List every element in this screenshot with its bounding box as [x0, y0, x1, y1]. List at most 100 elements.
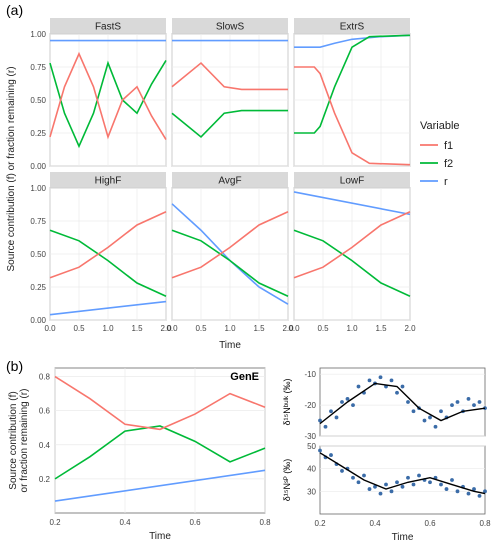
scatter-pt — [318, 449, 322, 453]
scatter-pt — [362, 474, 366, 478]
scatter-pt — [395, 391, 399, 395]
scatter-pt — [390, 378, 394, 382]
scatter-pt — [472, 403, 476, 407]
x-axis-title-b: Time — [149, 531, 171, 542]
facet-title: SlowS — [216, 22, 245, 33]
scatter-pt — [445, 487, 449, 491]
facet-FastS: FastS 0.00 0.25 0.50 0.75 1.00 — [30, 18, 166, 171]
xtick: 0.2 — [49, 518, 61, 527]
ytick: 0.25 — [30, 283, 46, 292]
ytick: 0.00 — [30, 162, 46, 171]
scatter-pt — [450, 478, 454, 482]
scatter-pt — [379, 375, 383, 379]
scatter-pt — [357, 480, 361, 484]
series-r — [55, 470, 265, 501]
y-axis-title-b: or fraction remaining (r) — [19, 389, 30, 493]
scatter-pt — [412, 409, 416, 413]
facet-title: FastS — [95, 22, 121, 33]
x-axis-title-a: Time — [219, 340, 241, 351]
x-axis-title-scatter: Time — [392, 532, 414, 543]
xtick: 2.0 — [404, 324, 416, 333]
scatter-pt — [406, 476, 410, 480]
xtick: 0.4 — [119, 518, 131, 527]
ytick: 0.4 — [39, 441, 51, 450]
legend-label: f2 — [444, 158, 453, 170]
facet-ExtrS: ExtrS — [294, 18, 410, 166]
xtick: 0.4 — [369, 519, 381, 528]
scatter-pt — [428, 480, 432, 484]
legend: Variable f1 f2 r — [420, 120, 460, 188]
ytick: 0.75 — [30, 217, 46, 226]
scatter-pt — [428, 416, 432, 420]
y-axis-title-b: Source contribution (f) — [8, 391, 19, 489]
ytick: -10 — [304, 370, 316, 379]
facet-title: LowF — [340, 176, 364, 187]
scatter-pt — [434, 425, 438, 429]
ytick: 50 — [307, 442, 316, 451]
xtick: 0.6 — [189, 518, 201, 527]
facet-title: AvgF — [218, 176, 241, 187]
fit-line — [320, 383, 485, 423]
scatter-pt — [379, 492, 383, 496]
ytick: 0.50 — [30, 96, 46, 105]
facet-title: ExtrS — [340, 22, 365, 33]
scatter-pt — [417, 474, 421, 478]
scatter-pt — [456, 489, 460, 493]
scatter-pt — [346, 397, 350, 401]
series-f1 — [55, 377, 265, 430]
scatter-pt — [368, 487, 372, 491]
scatter-pt — [340, 469, 344, 473]
scatter-pt — [439, 483, 443, 487]
scatter-pt — [390, 489, 394, 493]
facet-SlowS: SlowS — [172, 18, 288, 166]
xtick: 0.2 — [314, 519, 326, 528]
legend-label: r — [444, 176, 448, 188]
xtick: 0.5 — [317, 324, 329, 333]
ytick: 0.25 — [30, 129, 46, 138]
ytick: -20 — [304, 401, 316, 410]
ytick: 0.75 — [30, 63, 46, 72]
xtick: 1.0 — [224, 324, 236, 333]
ytick: -30 — [304, 432, 316, 441]
ytick: 1.00 — [30, 184, 46, 193]
ytick: 0.2 — [39, 475, 51, 484]
panel-b-svg: 0.2 0.4 0.6 0.8 0.2 0.4 0.6 0.8 GenE Source contr… — [0, 358, 500, 546]
series-f2 — [55, 426, 265, 479]
scatter-pt — [335, 416, 339, 420]
scatter-pt — [401, 485, 405, 489]
scatter_bot: 304050δ¹⁵Nˢᴾ (‰)0.20.40.60.8Time — [282, 442, 491, 543]
scatter-pt — [357, 385, 361, 389]
scatter-ylabel: δ¹⁵Nᵇᵘˡᵏ (‰) — [282, 378, 292, 425]
scatter-pt — [467, 492, 471, 496]
y-axis-title-a: Source contribution (f) or fraction rema… — [6, 66, 17, 271]
scatter-pt — [324, 425, 328, 429]
legend-label: f1 — [444, 140, 453, 152]
scatter-pt — [384, 483, 388, 487]
ytick: 0.50 — [30, 250, 46, 259]
ytick: 0.8 — [39, 373, 51, 382]
xtick: 1.0 — [346, 324, 358, 333]
scatter-pt — [351, 403, 355, 407]
ytick: 30 — [307, 487, 316, 496]
xtick: 0.8 — [259, 518, 271, 527]
scatter-pt — [395, 480, 399, 484]
xtick: 1.5 — [253, 324, 265, 333]
figure-root: (a) (b) Source contribution (f) or fract… — [0, 0, 500, 546]
gene-label: GenE — [230, 371, 259, 383]
xtick: 0.0 — [44, 324, 56, 333]
xtick: 1.5 — [131, 324, 143, 333]
scatter-pt — [478, 400, 482, 404]
xtick: 0.6 — [424, 519, 436, 528]
ytick: 40 — [307, 465, 316, 474]
scatter-pt — [423, 419, 427, 423]
scatter-pt — [329, 453, 333, 457]
scatter-pt — [467, 397, 471, 401]
scatter-pt — [412, 483, 416, 487]
scatter-pt — [340, 400, 344, 404]
xtick: 1.0 — [102, 324, 114, 333]
scatter-pt — [368, 378, 372, 382]
legend-title: Variable — [420, 120, 460, 132]
scatter-pt — [450, 403, 454, 407]
facet-HighF: HighF0.000.250.500.751.000.00.51.01.52.0 — [30, 172, 172, 333]
ytick: 1.00 — [30, 30, 46, 39]
